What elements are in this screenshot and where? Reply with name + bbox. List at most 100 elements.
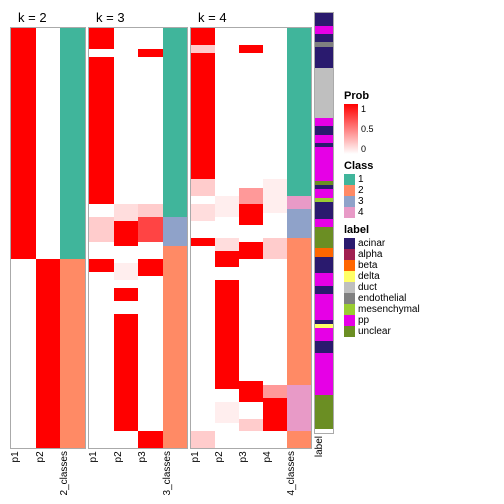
heatmap-cell [239,53,263,187]
legend-label: mesenchymal [358,304,420,315]
swatch [344,196,355,207]
legend-item: duct [344,282,420,293]
heatmap-cell [215,196,239,217]
heatmap-cell [114,204,139,221]
heatmap-column [138,28,163,448]
x-tick-label: 4_classes [286,451,310,497]
heatmap-column [89,28,114,448]
heatmap-cell [114,288,139,301]
heatmap [314,12,334,434]
legend-label: endothelial [358,293,406,304]
x-tick-label: p2 [113,451,138,497]
heatmap-cell [315,68,333,118]
legend-label: 1 [358,174,364,185]
heatmap-cell [315,328,333,341]
legend-item: 1 [344,174,420,185]
heatmap-cell [89,217,114,242]
heatmap-column [36,28,61,448]
heatmap-cell [191,221,215,238]
legend-item: unclear [344,326,420,337]
legend-label: duct [358,282,377,293]
heatmap-column [215,28,239,448]
heatmap-cell [89,28,114,49]
heatmap-cell [315,13,333,26]
heatmap-cell [138,204,163,217]
heatmap-cell [114,314,139,432]
panel: k = 2p1p22_classes [10,10,86,497]
legend-label: 2 [358,185,364,196]
heatmap-column [191,28,215,448]
heatmap-cell [163,246,188,448]
x-axis: p1p2p3p44_classes [190,451,310,497]
heatmap-cell [239,431,263,448]
heatmap-column [239,28,263,448]
heatmap-column [60,28,85,448]
x-tick-label: 2_classes [59,451,84,497]
heatmap-cell [287,28,311,196]
heatmap-cell [315,294,333,319]
heatmap-cell [263,179,287,213]
heatmap-cell [114,263,139,280]
swatch [344,238,355,249]
heatmap-cell [138,276,163,431]
heatmap-cell [239,188,263,205]
heatmap-column [11,28,36,448]
swatch [344,271,355,282]
panel: k = 4 p1p2p3p44_classes [190,10,312,497]
heatmap-cell [60,28,85,259]
heatmap-column [263,28,287,448]
heatmap-cell [215,217,239,238]
heatmap-cell [11,259,36,448]
legend-class: Class1234 [344,160,420,218]
heatmap-cell [114,301,139,314]
heatmap-cell [315,202,333,219]
heatmap-cell [191,28,215,45]
heatmap-column [287,28,311,448]
heatmap-cell [191,204,215,221]
legend-label: unclear [358,326,391,337]
heatmap-cell [89,242,114,259]
heatmap-cell [138,49,163,57]
heatmap-cell [287,196,311,209]
heatmap-cell [191,246,215,431]
legend-item: acinar [344,238,420,249]
swatch [344,174,355,185]
heatmap-cell [215,267,239,280]
heatmap-cell [315,395,333,429]
heatmap-cell [315,34,333,42]
heatmap-cell [215,238,239,251]
heatmap-cell [239,419,263,432]
heatmap-cell [36,259,61,448]
legend-label: labelacinaralphabetadeltaductendothelial… [344,224,420,337]
legend-label: alpha [358,249,382,260]
legend-label: delta [358,271,380,282]
swatch [344,185,355,196]
heatmap-cell [138,57,163,204]
x-tick-label: label [314,436,332,459]
swatch [344,260,355,271]
heatmap-cell [315,219,333,227]
heatmap-cell [114,431,139,448]
swatch [344,315,355,326]
heatmap-cell [239,402,263,419]
heatmap-cell [315,135,333,143]
heatmap-cell [315,248,333,256]
heatmap-cell [114,246,139,263]
heatmap-cell [315,26,333,34]
heatmap-cell [36,28,61,259]
heatmap-cell [315,341,333,354]
swatch [344,326,355,337]
heatmap-cell [263,259,287,385]
swatch [344,304,355,315]
legend-item: 2 [344,185,420,196]
x-tick-label: 3_classes [162,451,187,497]
heatmap-cell [215,389,239,402]
panel: k = 3p1p2p33_classes [88,10,188,497]
panel-title: k = 4 [190,10,312,25]
legend-label: 3 [358,196,364,207]
x-axis: label [314,436,332,459]
heatmap-cell [138,259,163,276]
heatmap-cell [263,398,287,432]
heatmap-cell [191,45,215,53]
heatmap-cell [138,431,163,448]
